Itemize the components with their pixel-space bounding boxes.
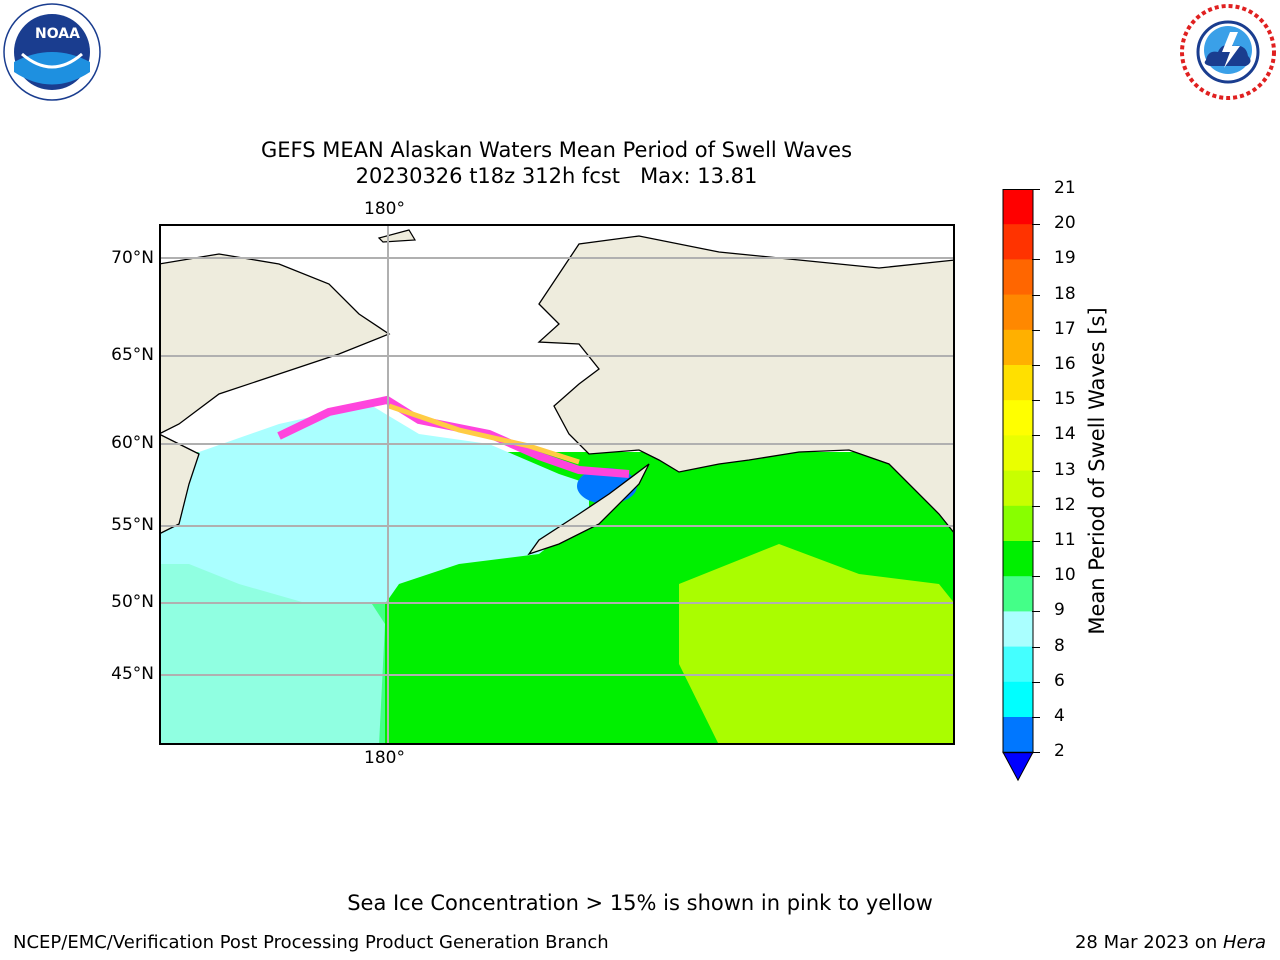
colorbar-tick-label: 11 — [1054, 530, 1076, 550]
footer-date: 28 Mar 2023 on — [1074, 932, 1223, 953]
chart-title: GEFS MEAN Alaskan Waters Mean Period of … — [260, 138, 853, 162]
colorbar-tick-label: 20 — [1054, 213, 1076, 234]
land-alaska — [537, 235, 955, 536]
colorbar-segment — [1003, 681, 1033, 718]
colorbar-tick-label: 4 — [1054, 706, 1065, 726]
colorbar-tick-label: 21 — [1054, 178, 1076, 198]
colorbar-tick-label: 8 — [1054, 635, 1065, 656]
colorbar-tick-mark — [1032, 435, 1040, 437]
lat-label-65: 65°N — [111, 345, 154, 365]
colorbar-tick-mark — [1032, 576, 1040, 578]
colorbar-tick-mark — [1032, 470, 1040, 472]
colorbar-tick-label: 18 — [1054, 283, 1076, 304]
colorbar-tick-mark — [1032, 541, 1040, 542]
map-svg — [159, 224, 955, 745]
colorbar-segment — [1003, 541, 1033, 577]
land-siberia — [159, 253, 391, 435]
colorbar-tick-label: 17 — [1054, 318, 1076, 339]
footer-right: 28 Mar 2023 on Hera — [1075, 932, 1266, 953]
colorbar-segment — [1003, 576, 1033, 612]
lon-label-top: 180° — [364, 199, 405, 219]
colorbar-segment — [1003, 611, 1033, 648]
colorbar-tick-mark — [1032, 329, 1040, 331]
map-panel — [159, 224, 955, 745]
colorbar-tick-label: 10 — [1054, 565, 1076, 586]
noaa-logo: NOAA — [2, 2, 102, 102]
colorbar-tick-mark — [1032, 400, 1040, 402]
footer-host: Hera — [1222, 932, 1266, 953]
colorbar-tick-mark — [1032, 365, 1040, 366]
colorbar-segment — [1003, 189, 1033, 225]
chart-subtitle: 20230326 t18z 312h fcst Max: 13.81 — [355, 164, 758, 188]
colorbar — [1002, 189, 1034, 785]
colorbar-segment — [1003, 259, 1033, 296]
colorbar-tick-mark — [1032, 752, 1040, 754]
lon-label-bottom: 180° — [364, 748, 405, 768]
colorbar-tick-label: 14 — [1054, 424, 1076, 445]
graticule — [159, 224, 955, 745]
colorbar-tick-mark — [1032, 294, 1040, 296]
land-siberia-south — [159, 433, 200, 535]
colorbar-segment — [1003, 505, 1033, 542]
colorbar-tick-mark — [1032, 505, 1040, 507]
colorbar-svg — [1002, 189, 1034, 782]
colorbar-label: Mean Period of Swell Waves [s] — [1085, 307, 1109, 635]
nws-logo — [1178, 2, 1278, 102]
nws-logo-icon — [1180, 4, 1276, 100]
colorbar-tick-label: 6 — [1054, 670, 1065, 691]
colorbar-tick-label: 19 — [1054, 248, 1076, 269]
colorbar-tick-mark — [1032, 681, 1040, 683]
land-alaska-peninsula — [527, 463, 650, 556]
colorbar-segment — [1003, 717, 1033, 753]
colorbar-segment — [1003, 470, 1033, 507]
lat-label-50: 50°N — [111, 592, 154, 612]
colorbar-tick-mark — [1032, 646, 1040, 648]
colorbar-segment — [1003, 224, 1033, 260]
colorbar-tick-mark — [1032, 717, 1040, 718]
sea-ice-edge-yellow — [388, 403, 580, 465]
sea-ice-note: Sea Ice Concentration > 15% is shown in … — [347, 891, 933, 915]
colorbar-ticks: 21 20 19 18 17 16 15 14 13 12 11 10 9 8 6 4 2 — [1032, 178, 1100, 785]
colorbar-segment — [1003, 400, 1033, 436]
lat-label-70: 70°N — [111, 248, 154, 268]
lat-label-45: 45°N — [111, 664, 154, 684]
lat-label-55: 55°N — [111, 515, 154, 535]
colorbar-segment — [1003, 646, 1033, 683]
noaa-logo-text: NOAA — [35, 26, 80, 42]
colorbar-tick-mark — [1032, 189, 1040, 190]
noaa-logo-icon — [3, 3, 101, 101]
swell-field-west-cyan — [159, 554, 385, 745]
colorbar-segment — [1003, 435, 1033, 472]
colorbar-segment — [1003, 365, 1033, 401]
colorbar-tick-label: 12 — [1054, 494, 1076, 515]
colorbar-tick-mark — [1032, 611, 1040, 613]
colorbar-segment — [1003, 329, 1033, 366]
colorbar-tick-label: 13 — [1054, 459, 1076, 480]
colorbar-segment — [1003, 294, 1033, 331]
colorbar-tick-mark — [1032, 224, 1040, 226]
swell-field-gulf-yellow — [679, 544, 955, 745]
swell-field-bering — [159, 404, 589, 604]
colorbar-tick-label: 16 — [1054, 354, 1076, 374]
colorbar-tick-label: 2 — [1054, 741, 1065, 762]
lat-label-60: 60°N — [111, 433, 154, 453]
colorbar-tick-label: 15 — [1054, 389, 1076, 410]
colorbar-extend-triangle — [1002, 751, 1034, 782]
colorbar-tick-label: 9 — [1054, 600, 1065, 621]
colorbar-tick-mark — [1032, 259, 1040, 261]
footer-left: NCEP/EMC/Verification Post Processing Pr… — [13, 932, 609, 953]
